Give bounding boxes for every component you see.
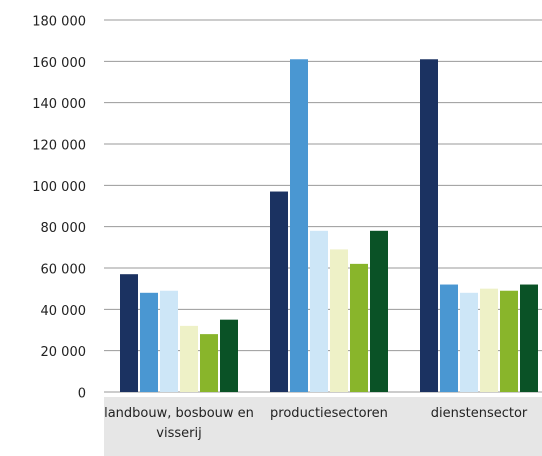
bar <box>220 319 238 392</box>
y-tick-label: 0 <box>78 387 86 402</box>
bar <box>120 274 138 392</box>
bar <box>500 290 518 392</box>
y-tick-label: 40 000 <box>41 304 87 319</box>
bar <box>140 292 158 392</box>
bar <box>460 292 478 392</box>
x-tick-label: landbouw, bosbouw en visserij <box>104 406 254 441</box>
bar <box>200 334 218 392</box>
y-tick-label: 140 000 <box>32 97 86 112</box>
bar <box>520 284 538 392</box>
bar <box>310 230 328 392</box>
bar <box>290 59 308 393</box>
y-tick-label: 80 000 <box>41 221 87 236</box>
category-band <box>104 397 542 456</box>
bar <box>420 59 438 393</box>
x-tick-label: productiesectoren <box>270 406 388 421</box>
bar <box>480 288 498 392</box>
y-tick-label: 120 000 <box>32 139 86 154</box>
y-tick-label: 20 000 <box>41 345 87 360</box>
y-tick-label: 180 000 <box>32 15 86 30</box>
y-tick-label: 100 000 <box>32 180 86 195</box>
bar <box>330 249 348 392</box>
bar <box>370 230 388 392</box>
bar <box>440 284 458 392</box>
bar <box>160 290 178 392</box>
bar <box>180 325 198 392</box>
y-tick-label: 60 000 <box>41 263 87 278</box>
y-tick-label: 160 000 <box>32 56 86 71</box>
bar <box>350 263 368 392</box>
x-tick-label: dienstensector <box>430 406 528 421</box>
bar <box>270 191 288 392</box>
